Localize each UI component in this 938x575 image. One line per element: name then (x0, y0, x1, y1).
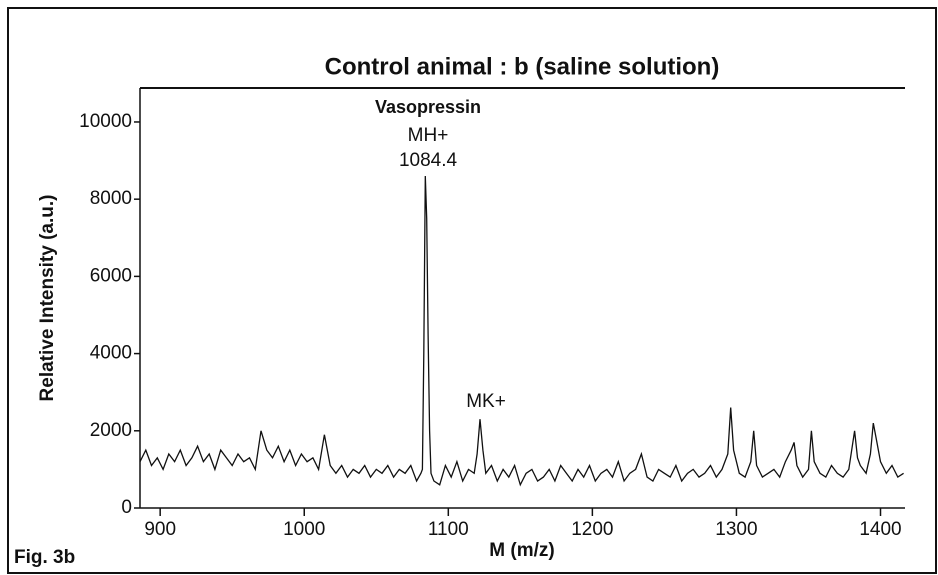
spectrum-line (139, 175, 904, 487)
x-tick-label: 1200 (571, 519, 613, 540)
x-tick-label: 1100 (428, 519, 469, 540)
figure-label: Fig. 3b (14, 547, 75, 568)
x-tick-label: 1000 (283, 519, 325, 540)
x-tick-label: 1300 (715, 519, 757, 540)
x-tick-label: 900 (144, 519, 176, 540)
frame (7, 7, 937, 574)
y-tick-label: 8000 (90, 188, 132, 209)
y-tick-label: 0 (121, 497, 132, 518)
annotation: Vasopressin (375, 97, 481, 117)
x-tick-label: 1400 (859, 519, 901, 540)
chart-title: Control animal : b (saline solution) (325, 53, 720, 80)
annotation: MH+ (408, 125, 449, 146)
x-axis-label: M (m/z) (489, 540, 554, 561)
y-tick-label: 10000 (79, 111, 132, 132)
annotation: MK+ (466, 391, 506, 412)
annotation: 1084.4 (399, 150, 458, 171)
y-axis-label: Relative Intensity (a.u.) (37, 195, 58, 402)
y-tick-label: 6000 (90, 265, 132, 286)
y-tick-label: 2000 (90, 420, 132, 441)
y-tick-label: 4000 (90, 343, 132, 364)
